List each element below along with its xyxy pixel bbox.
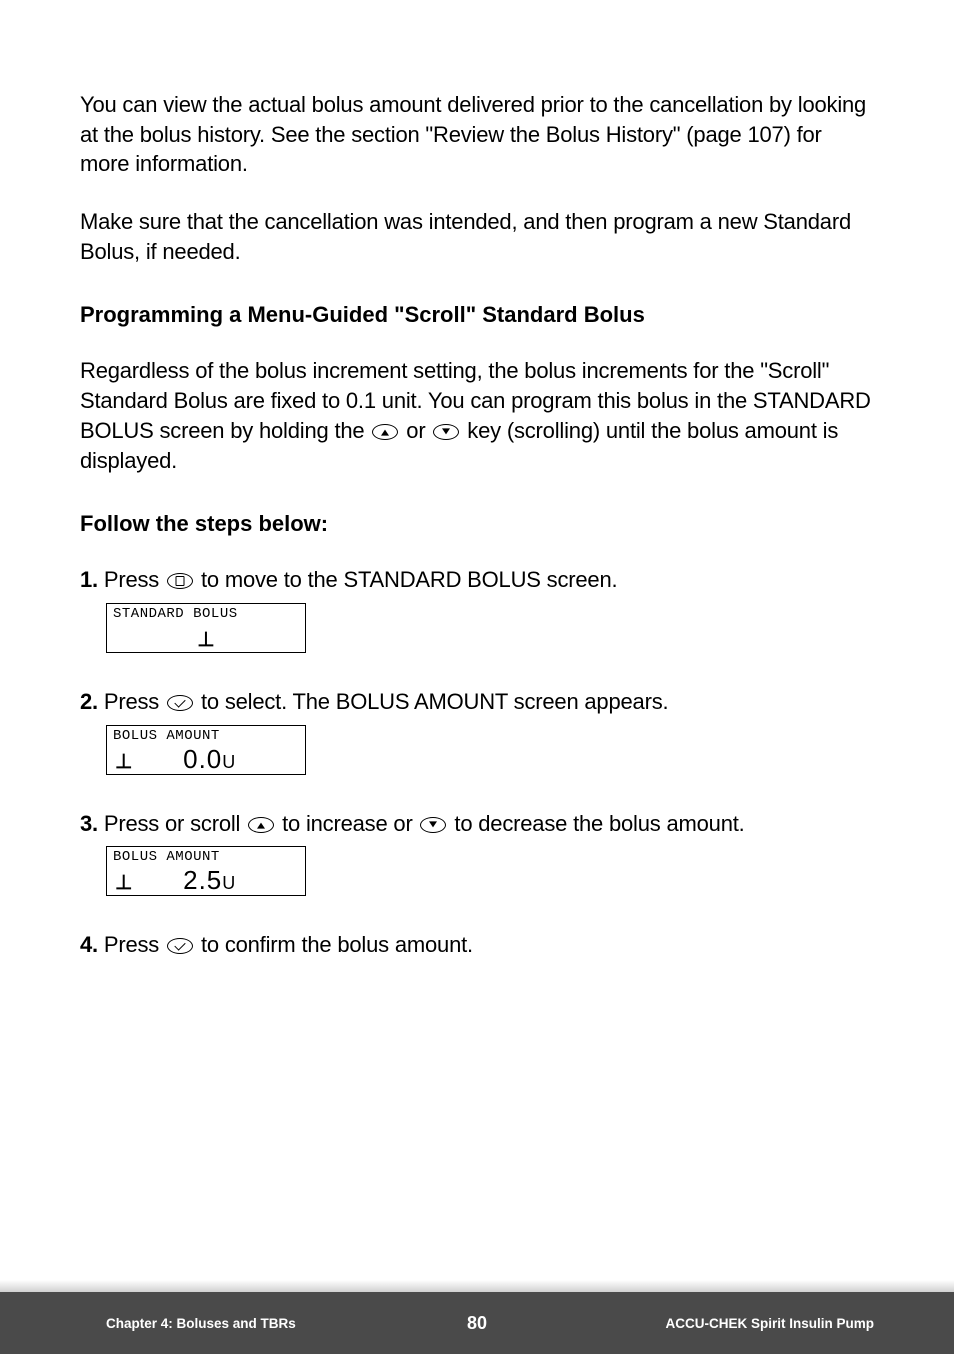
step-1-text: 1. Press to move to the STANDARD BOLUS s…: [80, 565, 874, 595]
lcd-number: 0.0: [183, 744, 222, 774]
lcd-body: ⊥ 0.0U: [113, 744, 299, 772]
page-content: You can view the actual bolus amount del…: [0, 0, 954, 960]
section-heading-follow-steps: Follow the steps below:: [80, 511, 874, 537]
lcd-body: ⊥: [113, 622, 299, 650]
footer-chapter: Chapter 4: Boluses and TBRs: [106, 1316, 296, 1331]
text-segment: Press: [104, 567, 165, 592]
down-key-icon: [420, 817, 446, 833]
bolus-type-icon: ⊥: [197, 630, 214, 650]
step-number: 3.: [80, 811, 98, 836]
lcd-unit: U: [222, 752, 236, 772]
text-segment: Press or scroll: [104, 811, 246, 836]
page-footer: Chapter 4: Boluses and TBRs 80 ACCU-CHEK…: [0, 1292, 954, 1354]
text-segment: to increase or: [282, 811, 418, 836]
lcd-title: BOLUS AMOUNT: [113, 849, 299, 865]
step-number: 4.: [80, 932, 98, 957]
lcd-title: BOLUS AMOUNT: [113, 728, 299, 744]
lcd-bolus-amount-set: BOLUS AMOUNT ⊥ 2.5U: [106, 846, 306, 896]
intro-paragraph-1: You can view the actual bolus amount del…: [80, 90, 874, 179]
text-segment: to select. The BOLUS AMOUNT screen appea…: [201, 689, 668, 714]
footer-gradient: [0, 1280, 954, 1292]
scroll-bolus-paragraph: Regardless of the bolus increment settin…: [80, 356, 874, 475]
lcd-standard-bolus: STANDARD BOLUS ⊥: [106, 603, 306, 653]
check-key-icon: [167, 695, 193, 711]
text-segment: to move to the STANDARD BOLUS screen.: [201, 567, 617, 592]
down-key-icon: [433, 424, 459, 440]
up-key-icon: [372, 424, 398, 440]
text-segment: to decrease the bolus amount.: [454, 811, 744, 836]
text-segment: Press: [104, 932, 165, 957]
step-1: 1. Press to move to the STANDARD BOLUS s…: [80, 565, 874, 653]
check-key-icon: [167, 938, 193, 954]
bolus-type-icon: ⊥: [115, 752, 132, 772]
step-3: 3. Press or scroll to increase or to dec…: [80, 809, 874, 897]
up-key-icon: [248, 817, 274, 833]
lcd-bolus-amount-zero: BOLUS AMOUNT ⊥ 0.0U: [106, 725, 306, 775]
lcd-title: STANDARD BOLUS: [113, 606, 299, 622]
step-2-text: 2. Press to select. The BOLUS AMOUNT scr…: [80, 687, 874, 717]
lcd-body: ⊥ 2.5U: [113, 865, 299, 893]
bolus-type-icon: ⊥: [115, 873, 132, 893]
step-number: 2.: [80, 689, 98, 714]
step-3-text: 3. Press or scroll to increase or to dec…: [80, 809, 874, 839]
intro-paragraph-2: Make sure that the cancellation was inte…: [80, 207, 874, 266]
footer-page-number: 80: [467, 1313, 487, 1334]
text-segment: or: [406, 418, 431, 443]
lcd-value: 2.5U: [183, 867, 236, 893]
lcd-value: 0.0U: [183, 746, 236, 772]
lcd-unit: U: [222, 873, 236, 893]
text-segment: to confirm the bolus amount.: [201, 932, 473, 957]
lcd-number: 2.5: [183, 865, 222, 895]
step-4-text: 4. Press to confirm the bolus amount.: [80, 930, 874, 960]
menu-key-icon: [167, 573, 193, 589]
footer-product: ACCU-CHEK Spirit Insulin Pump: [666, 1316, 875, 1331]
text-segment: Press: [104, 689, 165, 714]
step-4: 4. Press to confirm the bolus amount.: [80, 930, 874, 960]
step-number: 1.: [80, 567, 98, 592]
step-2: 2. Press to select. The BOLUS AMOUNT scr…: [80, 687, 874, 775]
section-heading-scroll-bolus: Programming a Menu-Guided "Scroll" Stand…: [80, 302, 874, 328]
